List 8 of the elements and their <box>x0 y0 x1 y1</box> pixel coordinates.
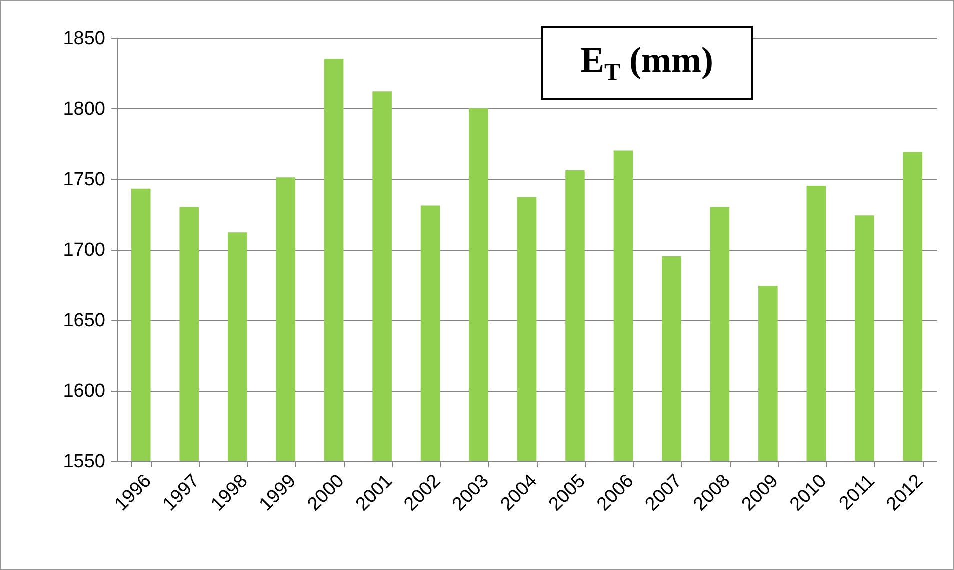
y-tick-label: 1800 <box>63 99 106 120</box>
y-tick-label: 1700 <box>63 240 106 261</box>
y-tick-label: 1750 <box>63 170 106 190</box>
y-tick-label: 1650 <box>63 310 106 332</box>
y-tick-label: 1850 <box>63 28 106 50</box>
chart-title: E$_{T}$ (mm) <box>580 38 714 88</box>
y-tick-label: 1550 <box>63 452 106 472</box>
y-tick-label: 1600 <box>63 381 106 402</box>
